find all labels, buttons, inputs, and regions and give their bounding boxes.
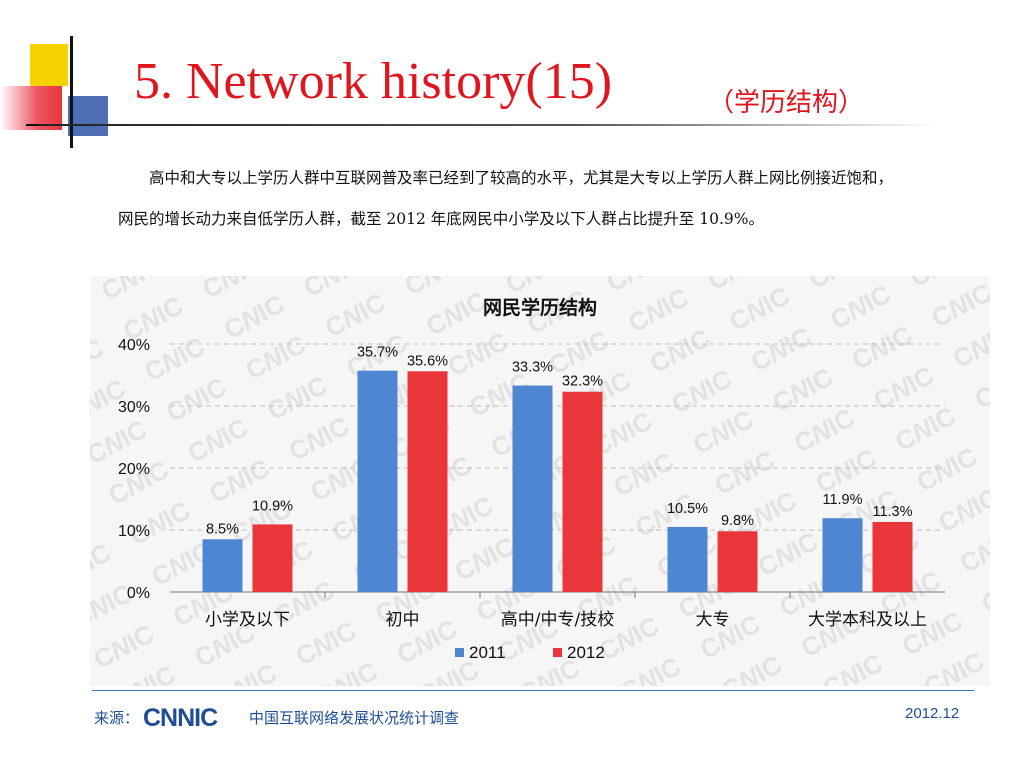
chart-panel: CNIC 0%10%20%30%40% 8.5%10.9%35.7%35.6%3… (90, 276, 990, 686)
slide-title: 5. Network history(15) (134, 53, 613, 110)
education-bar-chart: CNIC 0%10%20%30%40% 8.5%10.9%35.7%35.6%3… (90, 276, 990, 686)
bar-value-label: 35.6% (407, 353, 448, 369)
y-tick-label: 0% (127, 585, 150, 602)
bar-2012-3 (717, 531, 758, 592)
legend-label-2012: 2012 (567, 643, 605, 662)
bar-value-label: 35.7% (357, 345, 398, 361)
x-category-label: 小学及以下 (205, 610, 290, 630)
y-tick-label: 10% (118, 523, 150, 540)
bar-2012-0 (252, 524, 293, 592)
chart-title: 网民学历结构 (483, 296, 597, 319)
slide-title-subtitle: （学历结构） (708, 88, 865, 118)
legend-label-2011: 2011 (469, 643, 506, 662)
legend-swatch-2011 (455, 648, 464, 657)
bar-2011-3 (667, 526, 708, 592)
y-tick-label: 20% (118, 461, 150, 478)
bar-2011-1 (357, 370, 398, 592)
svg-text:CNNIC: CNNIC (143, 704, 218, 730)
corner-decoration (0, 0, 140, 160)
footer-divider (92, 690, 974, 691)
bar-value-label: 33.3% (512, 360, 553, 376)
y-tick-label: 40% (118, 337, 150, 354)
x-category-label: 大专 (696, 610, 730, 630)
bar-2012-2 (562, 391, 603, 592)
bar-2011-4 (822, 518, 863, 592)
footer-source: 来源： CNNIC 中国互联网络发展状况统计调查 (94, 704, 459, 730)
source-label: 来源： (94, 708, 140, 727)
intro-paragraph: 高中和大专以上学历人群中互联网普及率已经到了较高的水平，尤其是大专以上学历人群上… (118, 169, 894, 228)
bar-value-label: 11.3% (872, 504, 912, 520)
y-tick-label: 30% (118, 399, 150, 416)
bar-2012-1 (407, 371, 448, 592)
x-category-label: 高中/中专/技校 (501, 610, 614, 630)
bar-value-label: 9.8% (721, 513, 754, 529)
bar-value-label: 8.5% (206, 521, 239, 537)
bar-2012-4 (872, 521, 913, 592)
bar-value-label: 32.3% (562, 374, 603, 390)
x-category-label: 初中 (386, 610, 420, 630)
cnnic-logo-icon: CNNIC (143, 704, 219, 730)
organization-name: 中国互联网络发展状况统计调查 (249, 708, 460, 727)
legend-swatch-2012 (553, 648, 562, 657)
bar-value-label: 11.9% (822, 492, 862, 508)
footer-date: 2012.12 (905, 705, 960, 722)
title-divider (38, 124, 938, 126)
bar-2011-0 (202, 539, 243, 592)
bar-value-label: 10.9% (252, 498, 293, 514)
x-category-label: 大学本科及以上 (808, 610, 927, 630)
bar-2011-2 (512, 385, 553, 592)
bar-value-label: 10.5% (667, 501, 708, 517)
